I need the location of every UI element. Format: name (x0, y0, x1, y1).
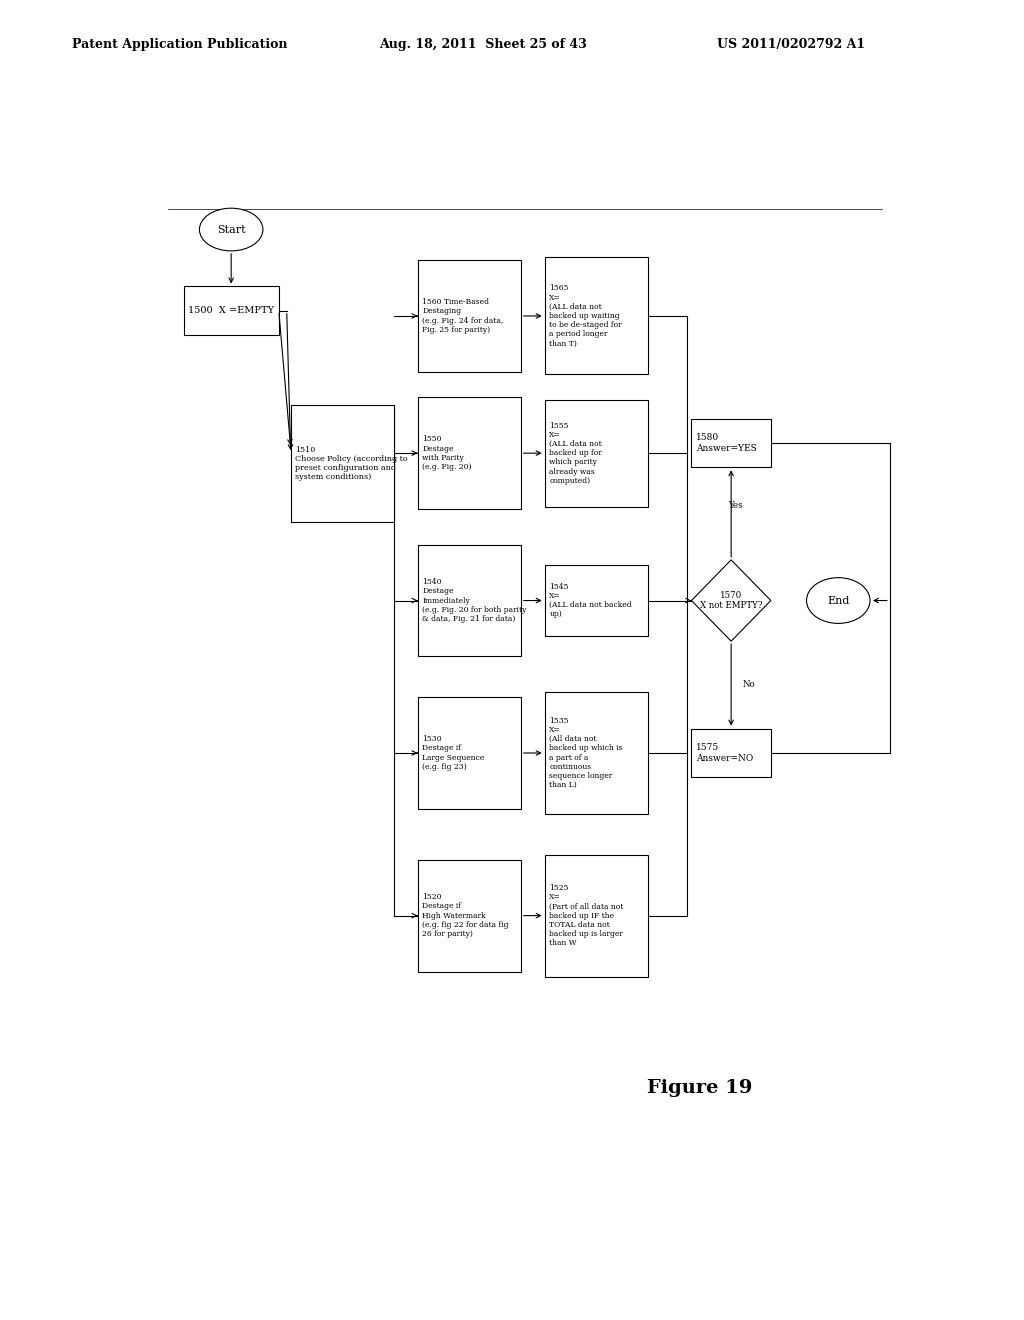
FancyBboxPatch shape (545, 692, 648, 814)
Text: 1530
Destage if
Large Sequence
(e.g. fig 23): 1530 Destage if Large Sequence (e.g. fig… (423, 735, 484, 771)
FancyBboxPatch shape (691, 418, 771, 467)
FancyBboxPatch shape (418, 697, 521, 809)
Text: Yes: Yes (728, 502, 742, 510)
Text: 1540
Destage
Immediately
(e.g. Fig. 20 for both parity
& data, Fig. 21 for data): 1540 Destage Immediately (e.g. Fig. 20 f… (423, 578, 526, 623)
Text: 1555
X=
(ALL data not
backed up for
which parity
already was
computed): 1555 X= (ALL data not backed up for whic… (550, 421, 602, 484)
FancyBboxPatch shape (545, 400, 648, 507)
FancyBboxPatch shape (183, 286, 279, 335)
Text: Aug. 18, 2011  Sheet 25 of 43: Aug. 18, 2011 Sheet 25 of 43 (379, 37, 587, 50)
FancyBboxPatch shape (691, 729, 771, 777)
Text: 1575
Answer=NO: 1575 Answer=NO (696, 743, 754, 763)
FancyBboxPatch shape (418, 260, 521, 372)
Text: 1525
X=
(Part of all data not
backed up IF the
TOTAL data not
backed up is large: 1525 X= (Part of all data not backed up … (550, 884, 624, 948)
FancyBboxPatch shape (545, 854, 648, 977)
Text: 1580
Answer=YES: 1580 Answer=YES (696, 433, 757, 453)
Text: 1565
X=
(ALL data not
backed up waiting
to be de-staged for
a period longer
than: 1565 X= (ALL data not backed up waiting … (550, 284, 622, 347)
Text: 1500  X =EMPTY: 1500 X =EMPTY (188, 306, 274, 315)
Text: 1520
Destage if
High Watermark
(e.g. fig 22 for data fig
26 for parity): 1520 Destage if High Watermark (e.g. fig… (423, 894, 509, 939)
Text: 1535
X=
(All data not
backed up which is
a part of a
continuous
sequence longer
: 1535 X= (All data not backed up which is… (550, 717, 623, 789)
Text: 1510
Choose Policy (according to
preset configuration and
system conditions): 1510 Choose Policy (according to preset … (296, 446, 409, 480)
FancyBboxPatch shape (418, 859, 521, 972)
Text: 1545
X=
(ALL data not backed
up): 1545 X= (ALL data not backed up) (550, 582, 632, 618)
Ellipse shape (807, 578, 870, 623)
Text: 1560 Time-Based
Destaging
(e.g. Fig. 24 for data,
Fig. 25 for parity): 1560 Time-Based Destaging (e.g. Fig. 24 … (423, 298, 504, 334)
Text: Figure 19: Figure 19 (647, 1080, 752, 1097)
FancyBboxPatch shape (418, 545, 521, 656)
Text: Patent Application Publication: Patent Application Publication (72, 37, 287, 50)
FancyBboxPatch shape (545, 257, 648, 375)
Text: Start: Start (217, 224, 246, 235)
Text: 1570
X not EMPTY?: 1570 X not EMPTY? (699, 591, 763, 610)
Polygon shape (691, 560, 771, 642)
Ellipse shape (200, 209, 263, 251)
FancyBboxPatch shape (545, 565, 648, 636)
Text: End: End (827, 595, 850, 606)
Text: 1550
Destage
with Parity
(e.g. Fig. 20): 1550 Destage with Parity (e.g. Fig. 20) (423, 436, 472, 471)
Text: No: No (742, 680, 755, 689)
FancyBboxPatch shape (418, 397, 521, 510)
FancyBboxPatch shape (291, 405, 394, 521)
Text: US 2011/0202792 A1: US 2011/0202792 A1 (717, 37, 865, 50)
